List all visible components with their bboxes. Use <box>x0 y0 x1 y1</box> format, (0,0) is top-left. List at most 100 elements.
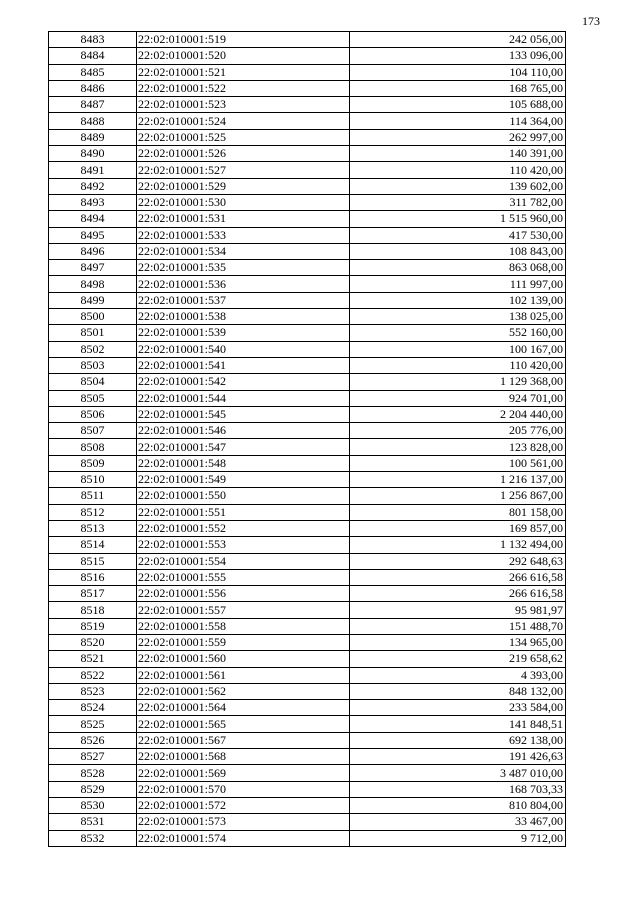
cadastral-number: 22:02:010001:542 <box>136 373 350 391</box>
cadastral-value: 100 561,00 <box>349 454 566 473</box>
cadastral-number: 22:02:010001:524 <box>136 112 350 130</box>
row-number: 8493 <box>48 193 137 212</box>
row-number: 8532 <box>48 829 137 847</box>
row-number: 8521 <box>48 650 137 668</box>
cadastral-value: 2 204 440,00 <box>349 405 566 424</box>
table-row: 8514 22:02:010001:553 1 132 494,00 <box>48 536 566 554</box>
row-number: 8524 <box>48 699 137 717</box>
cadastral-value: 1 515 960,00 <box>349 210 566 228</box>
table-row: 8504 22:02:010001:542 1 129 368,00 <box>48 373 566 391</box>
cadastral-number: 22:02:010001:567 <box>136 731 350 750</box>
table-row: 8509 22:02:010001:548 100 561,00 <box>48 454 566 473</box>
row-number: 8492 <box>48 177 137 195</box>
cadastral-value: 848 132,00 <box>349 682 566 701</box>
row-number: 8484 <box>48 47 137 65</box>
table-row: 8492 22:02:010001:529 139 602,00 <box>48 177 566 195</box>
cadastral-number: 22:02:010001:547 <box>136 438 350 456</box>
cadastral-value: 139 602,00 <box>349 177 566 195</box>
row-number: 8520 <box>48 633 137 652</box>
row-number: 8483 <box>48 30 137 49</box>
cadastral-value: 133 096,00 <box>349 47 566 65</box>
cadastral-number: 22:02:010001:570 <box>136 780 350 798</box>
row-number: 8518 <box>48 601 137 619</box>
table-row: 8493 22:02:010001:530 311 782,00 <box>48 193 566 212</box>
cadastral-number: 22:02:010001:541 <box>136 356 350 375</box>
table-row: 8517 22:02:010001:556 266 616,58 <box>48 585 566 603</box>
cadastral-value: 417 530,00 <box>349 226 566 244</box>
cadastral-value: 168 703,33 <box>349 780 566 798</box>
cadastral-value: 140 391,00 <box>349 145 566 163</box>
cadastral-value: 863 068,00 <box>349 259 566 277</box>
cadastral-number: 22:02:010001:537 <box>136 291 350 310</box>
cadastral-value: 33 467,00 <box>349 813 566 831</box>
cadastral-number: 22:02:010001:522 <box>136 79 350 98</box>
table-row: 8484 22:02:010001:520 133 096,00 <box>48 47 566 65</box>
table-row: 8515 22:02:010001:554 292 648,63 <box>48 552 566 570</box>
page-number: 173 <box>582 14 600 28</box>
row-number: 8501 <box>48 324 137 342</box>
cadastral-value: 123 828,00 <box>349 438 566 456</box>
row-number: 8530 <box>48 796 137 815</box>
cadastral-value: 1 132 494,00 <box>349 536 566 554</box>
table-row: 8513 22:02:010001:552 169 857,00 <box>48 519 566 538</box>
cadastral-value: 4 393,00 <box>349 666 566 684</box>
cadastral-number: 22:02:010001:519 <box>136 30 350 49</box>
table-row: 8491 22:02:010001:527 110 420,00 <box>48 161 566 179</box>
table-row: 8508 22:02:010001:547 123 828,00 <box>48 438 566 456</box>
cadastral-value: 110 420,00 <box>349 356 566 375</box>
cadastral-value: 169 857,00 <box>349 519 566 538</box>
row-number: 8515 <box>48 552 137 570</box>
cadastral-number: 22:02:010001:545 <box>136 405 350 424</box>
cadastral-number: 22:02:010001:562 <box>136 682 350 701</box>
table-row: 8486 22:02:010001:522 168 765,00 <box>48 79 566 98</box>
cadastral-value: 205 776,00 <box>349 422 566 440</box>
table-row: 8503 22:02:010001:541 110 420,00 <box>48 356 566 375</box>
cadastral-number: 22:02:010001:572 <box>136 796 350 815</box>
cadastral-number: 22:02:010001:569 <box>136 764 350 782</box>
table-row: 8530 22:02:010001:572 810 804,00 <box>48 796 566 815</box>
cadastral-value: 168 765,00 <box>349 79 566 98</box>
table-row: 8522 22:02:010001:561 4 393,00 <box>48 666 566 684</box>
table-row: 8511 22:02:010001:550 1 256 867,00 <box>48 487 566 505</box>
row-number: 8502 <box>48 340 137 358</box>
row-number: 8517 <box>48 585 137 603</box>
cadastral-number: 22:02:010001:555 <box>136 568 350 587</box>
cadastral-value: 138 025,00 <box>349 308 566 326</box>
table-row: 8524 22:02:010001:564 233 584,00 <box>48 699 566 717</box>
row-number: 8513 <box>48 519 137 538</box>
row-number: 8500 <box>48 308 137 326</box>
cadastral-number: 22:02:010001:565 <box>136 715 350 733</box>
table-row: 8525 22:02:010001:565 141 848,51 <box>48 715 566 733</box>
cadastral-number: 22:02:010001:531 <box>136 210 350 228</box>
cadastral-value: 104 110,00 <box>349 63 566 81</box>
cadastral-value: 191 426,63 <box>349 748 566 766</box>
cadastral-number: 22:02:010001:549 <box>136 471 350 489</box>
table-row: 8506 22:02:010001:545 2 204 440,00 <box>48 405 566 424</box>
cadastral-number: 22:02:010001:525 <box>136 128 350 147</box>
cadastral-number: 22:02:010001:554 <box>136 552 350 570</box>
cadastral-value: 266 616,58 <box>349 585 566 603</box>
row-number: 8507 <box>48 422 137 440</box>
cadastral-value: 810 804,00 <box>349 796 566 815</box>
table-row: 8499 22:02:010001:537 102 139,00 <box>48 291 566 310</box>
row-number: 8528 <box>48 764 137 782</box>
table-row: 8494 22:02:010001:531 1 515 960,00 <box>48 210 566 228</box>
row-number: 8525 <box>48 715 137 733</box>
cadastral-number: 22:02:010001:559 <box>136 633 350 652</box>
cadastral-number: 22:02:010001:527 <box>136 161 350 179</box>
cadastral-number: 22:02:010001:529 <box>136 177 350 195</box>
table-row: 8512 22:02:010001:551 801 158,00 <box>48 503 566 521</box>
row-number: 8505 <box>48 389 137 407</box>
cadastral-value-table: 8483 22:02:010001:519 242 056,00 8484 22:02:… <box>48 30 566 847</box>
row-number: 8498 <box>48 275 137 293</box>
cadastral-number: 22:02:010001:551 <box>136 503 350 521</box>
cadastral-number: 22:02:010001:546 <box>136 422 350 440</box>
cadastral-number: 22:02:010001:561 <box>136 666 350 684</box>
row-number: 8496 <box>48 242 137 261</box>
cadastral-value: 102 139,00 <box>349 291 566 310</box>
cadastral-value: 262 997,00 <box>349 128 566 147</box>
cadastral-number: 22:02:010001:552 <box>136 519 350 538</box>
cadastral-number: 22:02:010001:558 <box>136 617 350 635</box>
cadastral-number: 22:02:010001:540 <box>136 340 350 358</box>
row-number: 8519 <box>48 617 137 635</box>
